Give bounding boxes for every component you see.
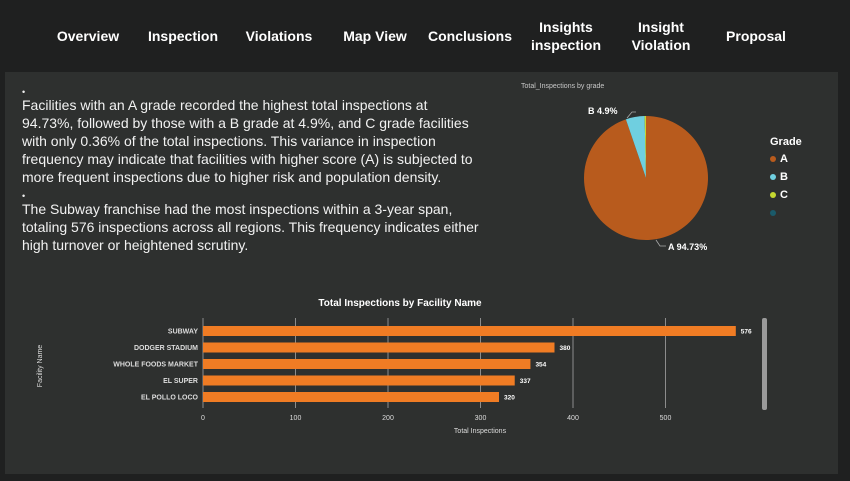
nav-proposal-label: Proposal <box>726 28 786 44</box>
nav-overview-label: Overview <box>56 28 120 44</box>
x-tick-label: 0 <box>201 415 205 422</box>
y-category-label: EL POLLO LOCO <box>141 395 199 402</box>
bar-chart-title: Total Inspections by Facility Name <box>318 298 482 309</box>
nav-overview[interactable]: Overview <box>48 0 128 72</box>
nav-map-view[interactable]: Map View <box>333 0 417 72</box>
note-bullet: • <box>22 191 26 201</box>
bar <box>203 375 515 386</box>
bar <box>203 326 736 336</box>
nav-conclusions-label: Conclusions <box>427 28 512 44</box>
legend-item-blank[interactable] <box>770 204 802 222</box>
y-category-label: SUBWAY <box>168 329 198 336</box>
insight-notes: • Facilities with an A grade recorded th… <box>22 88 482 260</box>
nav-violations[interactable]: Violations <box>238 0 320 72</box>
bar-chart-scrollbar[interactable] <box>762 318 767 410</box>
nav-proposal[interactable]: Proposal <box>715 0 797 72</box>
nav-inspection-label: Inspection <box>147 28 218 44</box>
note-grade-inspections: Facilities with an A grade recorded the … <box>22 97 473 185</box>
pie-chart-title: Total_Inspections by grade <box>521 83 605 90</box>
x-tick-label: 300 <box>475 415 487 422</box>
bar-data-label: 380 <box>560 345 571 352</box>
nav-insight-violation-label: Insight Violation <box>631 19 691 53</box>
legend-title: Grade <box>770 136 802 148</box>
bar <box>203 359 531 369</box>
top-navigation: Overview Inspection Violations Map View … <box>0 0 850 72</box>
note-subway-inspections: The Subway franchise had the most inspec… <box>22 201 479 253</box>
bar-data-label: 320 <box>504 395 515 402</box>
legend-dot-c <box>770 192 776 198</box>
note-bullet: • <box>22 87 26 97</box>
pie-legend: Grade A B C <box>770 136 802 222</box>
bar <box>203 392 499 402</box>
x-axis-title: Total Inspections <box>454 428 507 435</box>
y-axis-title: Facility Name <box>37 345 44 388</box>
nav-conclusions[interactable]: Conclusions <box>425 0 515 72</box>
y-category-label: EL SUPER <box>163 378 198 385</box>
legend-label-a: A <box>780 153 788 165</box>
nav-inspection[interactable]: Inspection <box>141 0 225 72</box>
x-tick-label: 100 <box>290 415 302 422</box>
nav-insight-violation[interactable]: Insight Violation <box>620 0 702 72</box>
nav-map-view-label: Map View <box>343 28 407 44</box>
y-category-label: DODGER STADIUM <box>134 345 198 352</box>
bar <box>203 342 555 353</box>
x-tick-label: 500 <box>660 415 672 422</box>
legend-label-c: C <box>780 189 788 201</box>
y-category-label: WHOLE FOODS MARKET <box>113 362 198 369</box>
legend-item-a[interactable]: A <box>770 150 802 168</box>
x-tick-label: 400 <box>567 415 579 422</box>
nav-insights-inspection[interactable]: Insights inspection <box>525 0 607 72</box>
bar-data-label: 337 <box>520 378 531 385</box>
x-tick-label: 200 <box>382 415 394 422</box>
legend-dot-blank <box>770 210 776 216</box>
legend-dot-a <box>770 156 776 162</box>
nav-violations-label: Violations <box>245 28 313 44</box>
bar-data-label: 354 <box>535 362 546 369</box>
legend-dot-b <box>770 174 776 180</box>
legend-label-b: B <box>780 171 788 183</box>
legend-item-b[interactable]: B <box>770 168 802 186</box>
bar-data-label: 576 <box>741 329 752 336</box>
nav-insights-inspection-label: Insights inspection <box>530 19 601 53</box>
legend-item-c[interactable]: C <box>770 186 802 204</box>
